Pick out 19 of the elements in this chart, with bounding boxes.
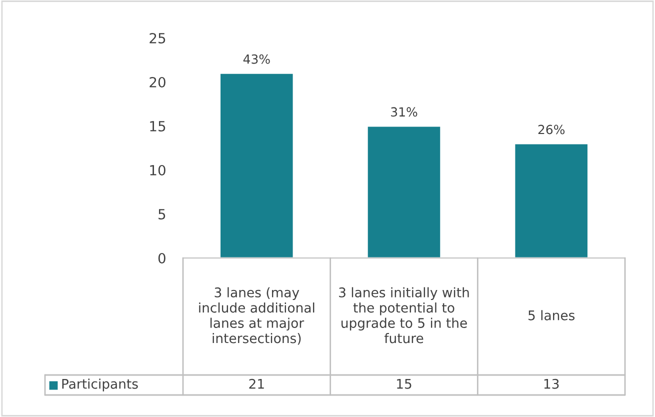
y-tick-label: 20 [150, 76, 166, 88]
y-tick-label: 15 [150, 121, 166, 132]
bar [366, 125, 442, 258]
annotation: 31% [391, 107, 418, 117]
data-label: 15 [397, 379, 412, 389]
data-label: 13 [544, 378, 559, 389]
data-label: 21 [249, 378, 264, 389]
y-tick-label: 10 [150, 164, 166, 176]
annotation: 43% [243, 54, 270, 64]
x-tick-label: 3 lanes (may include additional lanes at major intersections) [199, 287, 314, 345]
x-tick-label: 5 lanes [528, 310, 575, 320]
y-tick-label: 5 [158, 209, 166, 220]
legend-label: Participants [62, 378, 138, 392]
x-tick-label: 3 lanes initially with the potential to upgrade to 5 in the future [339, 287, 469, 344]
y-tick-label: 25 [150, 32, 166, 44]
y-tick-label: 0 [158, 252, 166, 264]
annotation: 26% [538, 124, 565, 134]
bar [219, 72, 294, 258]
bar [514, 142, 589, 258]
